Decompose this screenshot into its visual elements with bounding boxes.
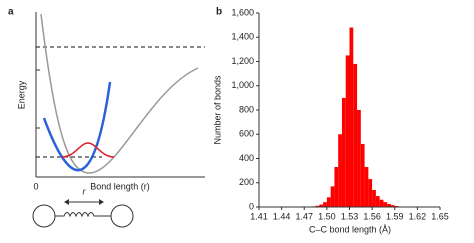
harmonic-curve [42, 81, 112, 172]
morse-curve [40, 13, 199, 174]
bar [334, 166, 339, 207]
x-tick-label: 1.44 [273, 211, 291, 221]
panel-a: a Energy 0 Bond length (r) r [8, 7, 205, 228]
y-tick-label: 800 [239, 104, 254, 114]
y-tick-label: 1,600 [231, 7, 254, 17]
bar [330, 186, 335, 207]
spring [55, 212, 111, 218]
bar [364, 166, 369, 207]
bar [372, 190, 376, 207]
atom [32, 204, 56, 228]
origin-label: 0 [33, 181, 38, 191]
bar [338, 134, 342, 207]
y-tick-label: 400 [239, 153, 254, 163]
x-label: C–C bond length (Å) [309, 224, 391, 234]
bar [345, 55, 350, 207]
bar [375, 196, 380, 207]
x-tick-label: 1.62 [409, 211, 427, 221]
panel-b: b Number of bonds C–C bond length (Å) 0 2… [212, 7, 448, 235]
y-tick-label: 1,200 [231, 56, 254, 66]
bar [357, 110, 361, 207]
x-tick-label: 1.53 [341, 211, 359, 221]
y-tick-label: 1,400 [231, 32, 254, 42]
bar [326, 197, 331, 207]
panel-label: a [8, 7, 14, 18]
y-tick-label: 1,000 [231, 80, 254, 90]
bar [341, 97, 346, 207]
x-tick-label: 1.65 [431, 211, 449, 221]
bar [353, 63, 358, 207]
bar [349, 27, 354, 207]
y-tick-label: 200 [239, 177, 254, 187]
panel-label: b [216, 7, 222, 18]
bar [383, 202, 388, 207]
y-label: Energy [16, 80, 26, 109]
bar [319, 204, 324, 207]
x-tick-label: 1.59 [386, 211, 404, 221]
x-tick-label: 1.50 [318, 211, 336, 221]
distance-label: r [83, 186, 87, 196]
x-label: Bond length (r) [90, 181, 150, 191]
bar [368, 179, 373, 207]
y-label: Number of bonds [212, 75, 222, 145]
x-tick-label: 1.47 [295, 211, 313, 221]
bar [387, 203, 391, 207]
bar [379, 199, 384, 207]
bar [390, 205, 395, 207]
y-tick-label: 0 [249, 201, 254, 211]
x-tick-label: 1.41 [250, 211, 268, 221]
atom [110, 204, 134, 228]
bar [315, 205, 320, 207]
bar [323, 202, 327, 207]
x-tick-label: 1.56 [363, 211, 381, 221]
arrow-head [64, 199, 104, 205]
y-tick-label: 600 [239, 129, 254, 139]
bar [360, 143, 365, 207]
wavefunction [61, 142, 115, 158]
